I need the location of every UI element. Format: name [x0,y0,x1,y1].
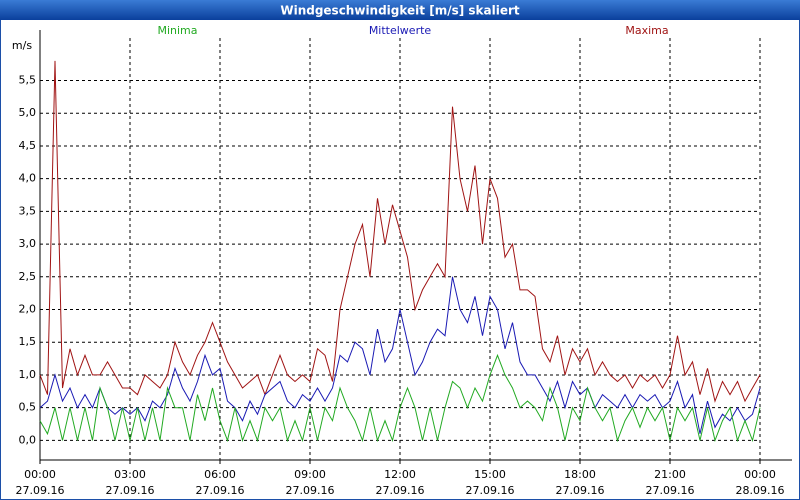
x-tick-date: 27.09.16 [196,484,245,497]
x-tick-label: 21:00 [654,468,686,481]
legend-entry: Minima [157,24,197,37]
y-tick-label: 1,5 [19,335,37,348]
series-line [39,276,761,434]
y-tick-label: 4,5 [19,139,37,152]
chart-title: Windgeschwindigkeit [m/s] skaliert [280,4,520,18]
legend-entry: Mittelwerte [369,24,432,37]
x-tick-label: 00:00 [744,468,776,481]
y-axis-label: m/s [12,39,32,52]
y-tick-label: 5,0 [19,106,37,119]
y-tick-label: 2,0 [19,303,37,316]
y-tick-label: 5,5 [19,74,37,87]
title-bar [0,0,800,20]
legend-entry: Maxima [625,24,668,37]
y-tick-label: 3,5 [19,204,37,217]
x-tick-label: 18:00 [564,468,596,481]
x-tick-label: 12:00 [384,468,416,481]
y-tick-label: 4,0 [19,172,37,185]
x-tick-date: 28.09.16 [736,484,785,497]
x-tick-date: 27.09.16 [286,484,335,497]
y-tick-label: 0,5 [19,401,37,414]
x-tick-label: 09:00 [294,468,326,481]
x-tick-label: 15:00 [474,468,506,481]
x-tick-date: 27.09.16 [16,484,65,497]
x-tick-label: 03:00 [114,468,146,481]
x-tick-label: 06:00 [204,468,236,481]
x-tick-date: 27.09.16 [466,484,515,497]
series-line [39,60,761,403]
x-tick-date: 27.09.16 [646,484,695,497]
series-line [39,353,761,443]
x-tick-date: 27.09.16 [376,484,425,497]
y-tick-label: 1,0 [19,368,37,381]
y-tick-label: 0,0 [19,433,37,446]
y-tick-label: 2,5 [19,270,37,283]
y-tick-label: 3,0 [19,237,37,250]
x-tick-date: 27.09.16 [106,484,155,497]
x-tick-label: 00:00 [24,468,56,481]
x-tick-date: 27.09.16 [556,484,605,497]
